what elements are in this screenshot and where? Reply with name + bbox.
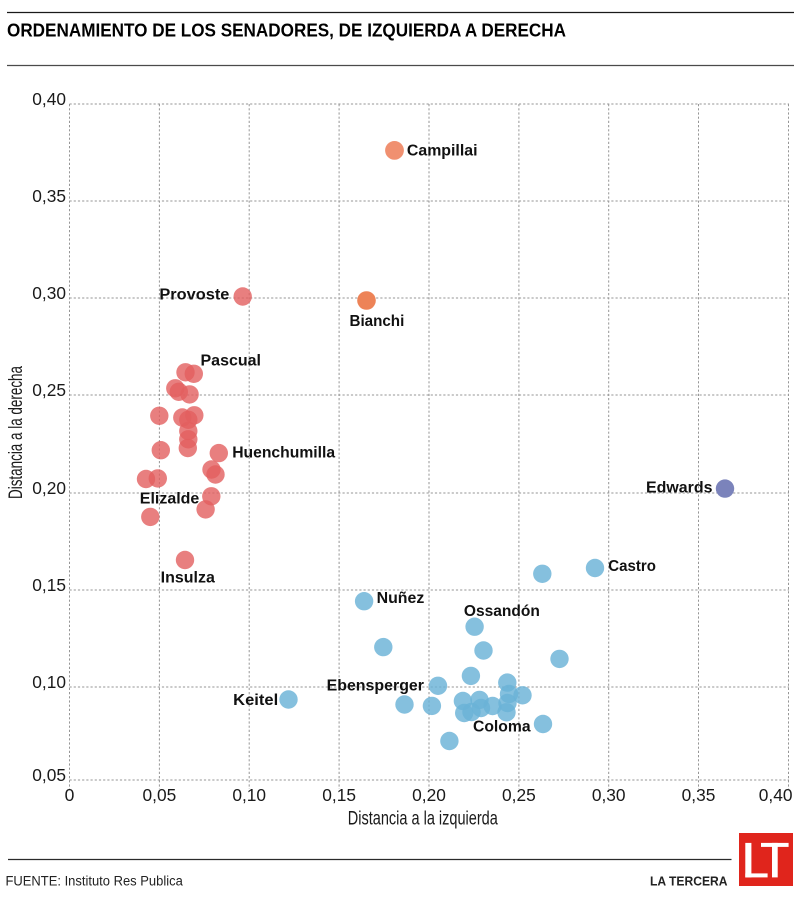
svg-text:Edwards: Edwards [646, 480, 713, 497]
svg-text:Castro: Castro [608, 558, 656, 575]
svg-text:0,05: 0,05 [32, 765, 66, 785]
svg-text:0,25: 0,25 [32, 380, 66, 400]
svg-text:0,35: 0,35 [32, 186, 66, 206]
svg-text:Campillai: Campillai [407, 143, 478, 160]
svg-text:0,40: 0,40 [32, 89, 66, 109]
svg-text:0,30: 0,30 [32, 283, 66, 303]
svg-text:Distancia a la derecha: Distancia a la derecha [6, 366, 27, 499]
svg-text:Keitel: Keitel [233, 692, 278, 709]
svg-text:Provoste: Provoste [159, 287, 229, 304]
svg-text:LA TERCERA: LA TERCERA [650, 874, 728, 889]
svg-text:Distancia a la izquierda: Distancia a la izquierda [348, 809, 498, 830]
svg-text:Bianchi: Bianchi [350, 313, 405, 330]
svg-text:Insulza: Insulza [161, 570, 215, 587]
svg-text:0,05: 0,05 [143, 785, 177, 805]
svg-text:Coloma: Coloma [473, 719, 531, 736]
svg-text:Ebensperger: Ebensperger [327, 678, 424, 695]
svg-text:0,15: 0,15 [32, 575, 66, 595]
svg-text:0,35: 0,35 [682, 785, 716, 805]
svg-text:ORDENAMIENTO DE LOS SENADORES,: ORDENAMIENTO DE LOS SENADORES, DE IZQUIE… [7, 21, 566, 41]
svg-text:0,20: 0,20 [32, 478, 66, 498]
svg-text:0,30: 0,30 [592, 785, 626, 805]
svg-text:0,25: 0,25 [502, 785, 536, 805]
svg-text:0,10: 0,10 [232, 785, 266, 805]
svg-text:Elizalde: Elizalde [140, 490, 200, 507]
svg-text:Huenchumilla: Huenchumilla [232, 445, 335, 462]
svg-text:Pascual: Pascual [201, 353, 262, 370]
svg-text:0: 0 [65, 785, 75, 805]
svg-text:FUENTE: Instituto Res Publica: FUENTE: Instituto Res Publica [6, 874, 184, 889]
svg-text:0,20: 0,20 [412, 785, 446, 805]
svg-text:Nuñez: Nuñez [377, 590, 425, 607]
svg-text:0,15: 0,15 [322, 785, 356, 805]
svg-text:Ossandón: Ossandón [464, 603, 540, 620]
svg-text:0,40: 0,40 [759, 785, 793, 805]
svg-text:0,10: 0,10 [32, 672, 66, 692]
